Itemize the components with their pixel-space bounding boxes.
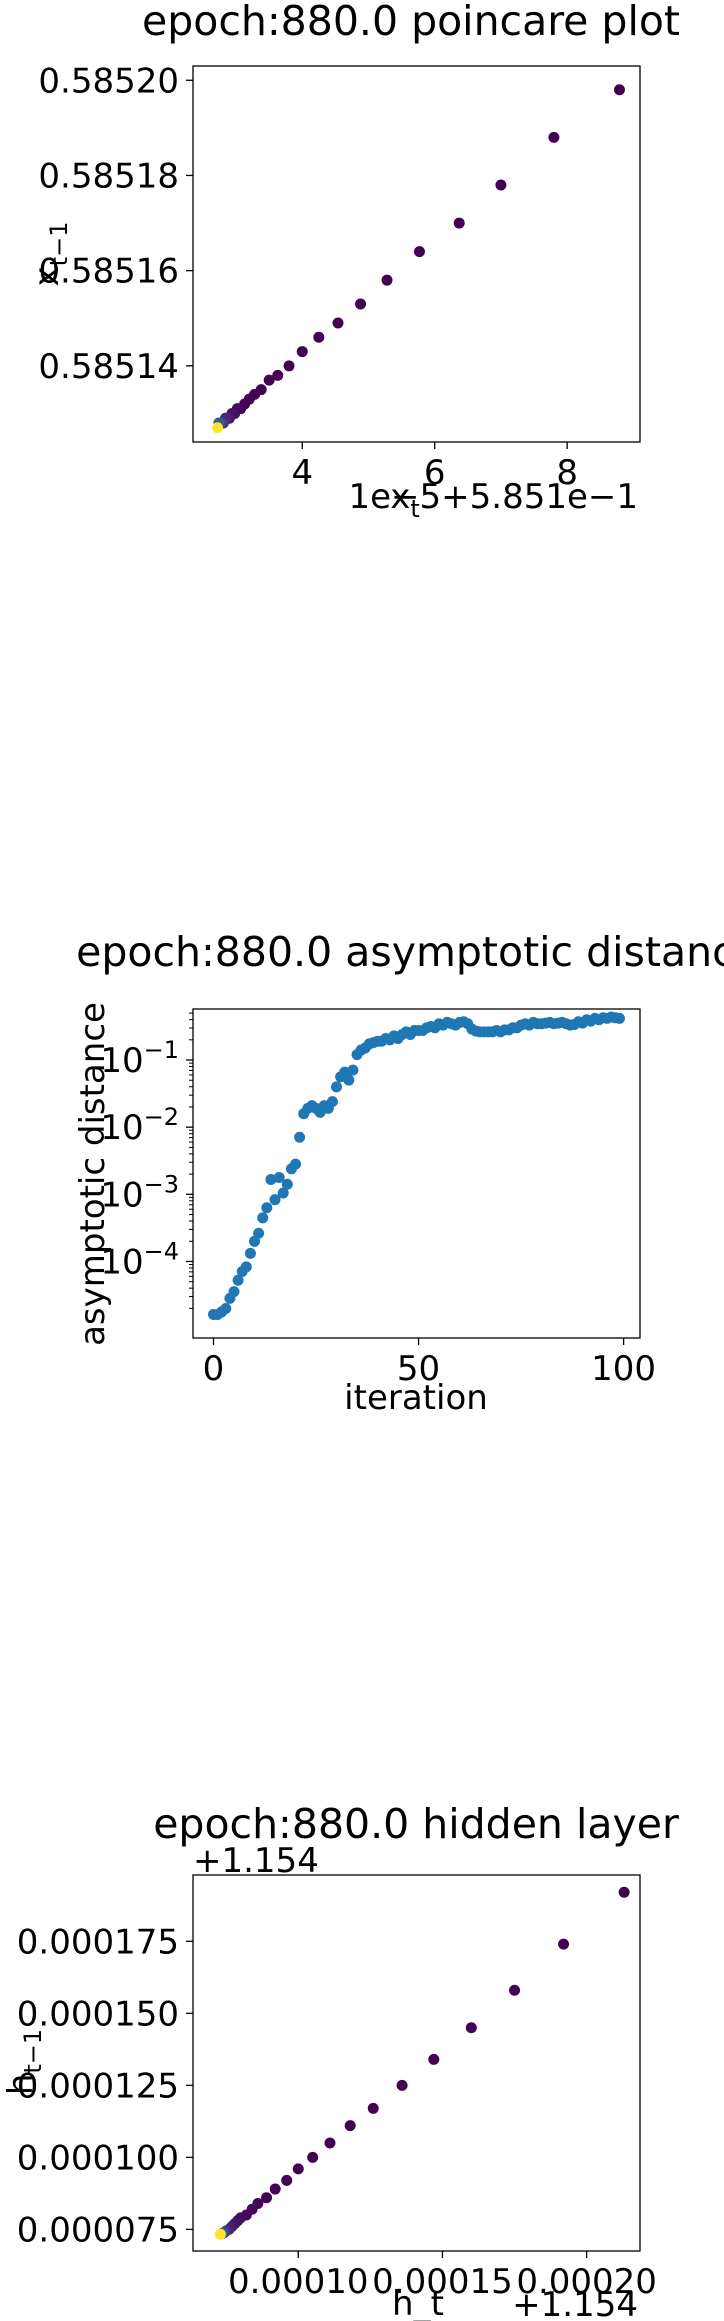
data-point xyxy=(613,1012,625,1024)
data-point xyxy=(347,1064,359,1076)
y-tick-label: 0.000150 xyxy=(17,1994,179,2034)
x-offset-text: 1e−5+5.851e−1 xyxy=(348,477,638,517)
data-point xyxy=(331,1081,343,1093)
data-point xyxy=(618,1886,630,1898)
data-point xyxy=(558,1938,570,1950)
y-tick-label: 0.000125 xyxy=(17,2066,179,2106)
chart-title: epoch:880.0 poincare plot xyxy=(142,0,680,45)
y-tick-label: 10−3 xyxy=(100,1170,179,1215)
y-tick-label: 10−1 xyxy=(100,1036,179,1081)
data-point xyxy=(367,2102,379,2114)
data-point xyxy=(453,217,465,229)
data-point xyxy=(263,374,275,386)
x-offset-text: +1.154 xyxy=(512,2285,638,2321)
data-point xyxy=(244,1247,256,1259)
data-point xyxy=(228,1286,240,1298)
y-offset-text: +1.154 xyxy=(193,1841,319,1881)
data-point xyxy=(326,1096,338,1108)
points-group xyxy=(208,1011,625,1320)
data-point xyxy=(232,1274,244,1286)
plot-frame xyxy=(192,1874,641,2252)
x-axis-label: h_t xyxy=(392,2284,444,2321)
data-point xyxy=(290,1158,302,1170)
x-axis-ticks: 0.00010 0.00015 0.00020 xyxy=(228,2251,657,2302)
y-tick-label: 10−2 xyxy=(100,1103,179,1148)
data-point xyxy=(272,369,284,381)
x-axis-label: iteration xyxy=(344,1378,488,1418)
chart-title: epoch:880.0 asymptotic distance xyxy=(76,928,724,976)
data-point xyxy=(261,2192,273,2204)
data-point xyxy=(332,317,344,329)
data-point xyxy=(495,179,507,191)
data-point xyxy=(281,1178,293,1190)
y-tick-label: 0.000100 xyxy=(17,2138,179,2178)
chart-title: epoch:880.0 hidden layer xyxy=(153,1800,679,1848)
data-point xyxy=(212,422,224,434)
data-point xyxy=(277,1187,289,1199)
data-point xyxy=(281,2174,293,2186)
y-tick-label: 0.000075 xyxy=(17,2210,179,2250)
y-axis-ticks: 0.58514 0.58516 0.58518 0.58520 xyxy=(38,61,193,387)
x-tick-label: 4 xyxy=(291,453,313,493)
data-point xyxy=(324,2137,336,2149)
x-tick-label: 0.00020 xyxy=(516,2262,657,2302)
data-point xyxy=(344,2120,356,2132)
data-point xyxy=(214,2228,226,2240)
plot-frame xyxy=(192,1008,641,1339)
data-point xyxy=(261,1202,273,1214)
data-point xyxy=(307,2151,319,2163)
data-point xyxy=(269,2183,281,2195)
data-point xyxy=(240,1261,252,1273)
x-axis-ticks: 4 6 8 xyxy=(291,442,578,493)
y-axis-label: xt−1 xyxy=(27,222,73,287)
data-point xyxy=(292,2163,304,2175)
y-axis-ticks: 0.000075 0.000100 0.000125 0.000150 0.000175 xyxy=(17,1922,193,2250)
data-point xyxy=(381,274,393,286)
y-tick-label: 10−4 xyxy=(100,1237,179,1282)
y-tick-label: 0.58516 xyxy=(38,252,179,292)
data-point xyxy=(257,1212,269,1224)
plot-frame xyxy=(192,65,641,443)
data-point xyxy=(253,1227,265,1239)
data-point xyxy=(413,246,425,258)
data-point xyxy=(265,1174,277,1186)
x-axis-ticks: 0 50 100 xyxy=(203,1338,656,1389)
data-point xyxy=(613,84,625,96)
data-point xyxy=(269,1194,281,1206)
data-point xyxy=(465,2022,477,2034)
data-point xyxy=(396,2079,408,2091)
data-point xyxy=(355,298,367,310)
data-point xyxy=(313,331,325,343)
data-point xyxy=(343,1074,355,1086)
hidden-layer-plot: epoch:880.0 hidden layer +1.154 0.00010 0… xyxy=(1,1800,679,2321)
x-tick-label: 100 xyxy=(591,1349,656,1389)
points-group xyxy=(214,1886,630,2240)
data-point xyxy=(220,1302,232,1314)
x-tick-label: 0.00015 xyxy=(372,2262,513,2302)
asymptotic-distance-plot: epoch:880.0 asymptotic distance 0 50 100 1… xyxy=(73,928,724,1418)
data-point xyxy=(283,360,295,372)
data-point xyxy=(509,1984,521,1996)
x-tick-label: 50 xyxy=(397,1349,440,1389)
y-axis-label: asymptotic distance xyxy=(73,1002,113,1346)
x-tick-label: 8 xyxy=(556,453,578,493)
data-point xyxy=(296,346,308,358)
data-point xyxy=(548,131,560,143)
y-tick-label: 0.58514 xyxy=(38,347,179,387)
y-axis-label: ht−1 xyxy=(1,2029,47,2095)
data-point xyxy=(273,1172,285,1184)
points-group xyxy=(212,84,625,434)
data-point xyxy=(428,2053,440,2065)
x-tick-label: 0 xyxy=(203,1349,225,1389)
y-axis-ticks: 10−1 10−2 10−3 10−4 xyxy=(100,1012,193,1309)
x-tick-label: 6 xyxy=(424,453,446,493)
y-tick-label: 0.58520 xyxy=(38,61,179,101)
y-tick-label: 0.000175 xyxy=(17,1922,179,1962)
y-tick-label: 0.58518 xyxy=(38,156,179,196)
x-tick-label: 0.00010 xyxy=(228,2262,369,2302)
data-point xyxy=(294,1131,306,1143)
